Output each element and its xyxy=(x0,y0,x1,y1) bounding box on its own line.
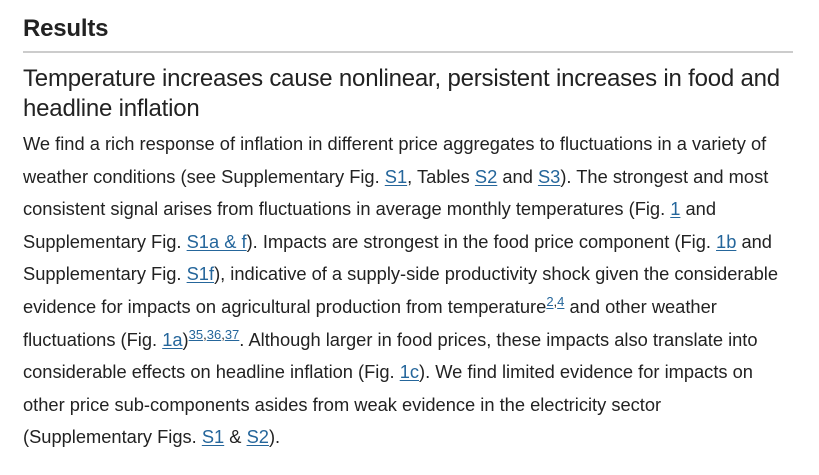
paragraph-text: and Supplementary Fig. xyxy=(23,198,717,252)
results-paragraph: We find a rich response of inflation in … xyxy=(23,128,793,454)
paragraph-text: ). We find limited evidence for impacts … xyxy=(23,361,753,448)
paragraph-text: ) xyxy=(182,328,189,350)
citation-link[interactable]: 4 xyxy=(557,293,565,309)
paragraph-text: ). Impacts are strongest in the food pri… xyxy=(246,230,717,252)
citation-separator: , xyxy=(203,326,207,342)
figure-link[interactable]: 1b xyxy=(716,230,737,252)
citation-separator: , xyxy=(553,293,558,309)
paragraph-text: . Although larger in food prices, these … xyxy=(23,328,758,383)
paragraph-text: ). The strongest and most consistent sig… xyxy=(23,165,769,220)
paragraph-text: , Tables xyxy=(407,165,475,187)
figure-link[interactable]: 1 xyxy=(670,198,681,220)
paragraph-text: ). xyxy=(268,426,281,448)
section-title: Results xyxy=(23,15,109,42)
paragraph-text: and xyxy=(497,165,538,187)
supplementary-figure-link[interactable]: S1 xyxy=(384,165,408,187)
figure-link[interactable]: 1a xyxy=(162,328,183,350)
subsection-title: Temperature increases cause nonlinear, p… xyxy=(23,65,780,122)
citation-link[interactable]: 35 xyxy=(188,326,204,342)
citation-link[interactable]: 2 xyxy=(546,293,554,309)
supplementary-table-link[interactable]: S2 xyxy=(474,165,498,187)
paragraph-text: and Supplementary Fig. xyxy=(23,230,772,285)
citation-separator: , xyxy=(221,326,225,342)
citation-group: 2,4 xyxy=(546,294,564,309)
supplementary-figure-link[interactable]: S1a & f xyxy=(186,230,247,252)
section-divider xyxy=(23,51,793,53)
supplementary-figure-link[interactable]: S2 xyxy=(246,426,269,448)
paragraph-text: We find a rich response of inflation in … xyxy=(23,133,767,187)
figure-link[interactable]: 1c xyxy=(399,361,420,383)
paragraph-text: ), indicative of a supply-side productiv… xyxy=(23,263,779,317)
paragraph-text: & xyxy=(224,426,247,448)
citation-link[interactable]: 37 xyxy=(224,326,240,342)
citation-link[interactable]: 36 xyxy=(206,326,222,342)
supplementary-figure-link[interactable]: S1 xyxy=(201,426,225,448)
supplementary-table-link[interactable]: S3 xyxy=(537,165,561,187)
paragraph-text: and other weather fluctuations (Fig. xyxy=(23,295,717,350)
supplementary-figure-link[interactable]: S1f xyxy=(186,263,215,285)
citation-group: 35,36,37 xyxy=(189,326,240,341)
